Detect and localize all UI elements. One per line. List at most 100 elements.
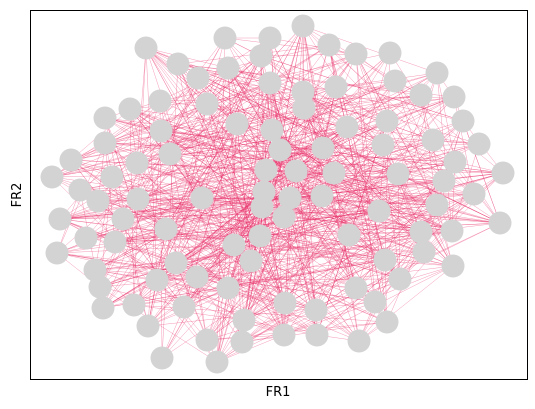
node bbox=[195, 92, 219, 116]
node bbox=[136, 314, 160, 338]
node bbox=[488, 211, 512, 235]
node bbox=[443, 150, 467, 174]
node bbox=[126, 187, 150, 211]
node bbox=[451, 109, 475, 133]
node bbox=[409, 83, 433, 107]
node bbox=[363, 290, 387, 314]
node bbox=[216, 56, 240, 80]
node bbox=[103, 230, 127, 254]
node bbox=[122, 293, 146, 317]
node bbox=[186, 66, 210, 90]
node bbox=[344, 276, 368, 300]
node bbox=[388, 267, 412, 291]
node bbox=[88, 275, 112, 299]
node bbox=[248, 224, 272, 248]
node bbox=[145, 268, 169, 292]
node bbox=[149, 119, 173, 143]
node bbox=[409, 220, 433, 244]
node bbox=[373, 248, 397, 272]
node bbox=[225, 112, 249, 136]
node bbox=[425, 193, 449, 217]
node bbox=[150, 346, 174, 370]
node bbox=[441, 254, 465, 278]
node bbox=[292, 96, 316, 120]
node bbox=[134, 36, 158, 60]
node bbox=[347, 329, 371, 353]
node bbox=[100, 165, 124, 189]
node bbox=[375, 109, 399, 133]
node bbox=[93, 106, 117, 130]
node bbox=[462, 182, 486, 206]
node bbox=[305, 323, 329, 347]
node bbox=[258, 71, 282, 95]
node bbox=[442, 85, 466, 109]
node bbox=[260, 118, 284, 142]
node bbox=[278, 186, 302, 210]
node bbox=[118, 97, 142, 121]
node bbox=[254, 158, 278, 182]
node bbox=[367, 199, 391, 223]
node bbox=[68, 178, 92, 202]
node bbox=[375, 310, 399, 334]
node bbox=[272, 323, 296, 347]
node bbox=[148, 89, 172, 113]
node bbox=[172, 295, 196, 319]
node bbox=[125, 151, 149, 175]
node bbox=[383, 69, 407, 93]
y-axis-label: FR2 bbox=[10, 183, 25, 208]
node bbox=[185, 265, 209, 289]
node-layer bbox=[40, 14, 515, 374]
node bbox=[317, 33, 341, 57]
node bbox=[86, 189, 110, 213]
node bbox=[158, 142, 182, 166]
node bbox=[304, 298, 328, 322]
node bbox=[412, 240, 436, 264]
plot-frame bbox=[30, 10, 528, 380]
node bbox=[371, 133, 395, 157]
node bbox=[425, 61, 449, 85]
node bbox=[93, 131, 117, 155]
node bbox=[232, 308, 256, 332]
node bbox=[164, 251, 188, 275]
node bbox=[268, 138, 292, 162]
node bbox=[111, 207, 135, 231]
node bbox=[284, 159, 308, 183]
node bbox=[432, 169, 456, 193]
node bbox=[337, 223, 361, 247]
node bbox=[421, 128, 445, 152]
node bbox=[258, 26, 282, 50]
node bbox=[222, 233, 246, 257]
node bbox=[213, 26, 237, 50]
node bbox=[249, 44, 273, 68]
node bbox=[205, 350, 229, 374]
x-axis-label: FR1 bbox=[266, 385, 291, 400]
node bbox=[40, 165, 64, 189]
node bbox=[310, 184, 334, 208]
node bbox=[272, 205, 296, 229]
node bbox=[324, 75, 348, 99]
node bbox=[154, 217, 178, 241]
node bbox=[91, 296, 115, 320]
node bbox=[250, 195, 274, 219]
node bbox=[45, 241, 69, 265]
node bbox=[166, 52, 190, 76]
node bbox=[239, 249, 263, 273]
node bbox=[59, 148, 83, 172]
node bbox=[74, 226, 98, 250]
node bbox=[291, 14, 315, 38]
node bbox=[344, 42, 368, 66]
node bbox=[322, 161, 346, 185]
node bbox=[467, 132, 491, 156]
node bbox=[216, 276, 240, 300]
node bbox=[491, 161, 515, 185]
node bbox=[230, 330, 254, 354]
node bbox=[335, 115, 359, 139]
node bbox=[386, 162, 410, 186]
node bbox=[48, 207, 72, 231]
node bbox=[378, 41, 402, 65]
node bbox=[311, 136, 335, 160]
node bbox=[190, 186, 214, 210]
node bbox=[273, 291, 297, 315]
